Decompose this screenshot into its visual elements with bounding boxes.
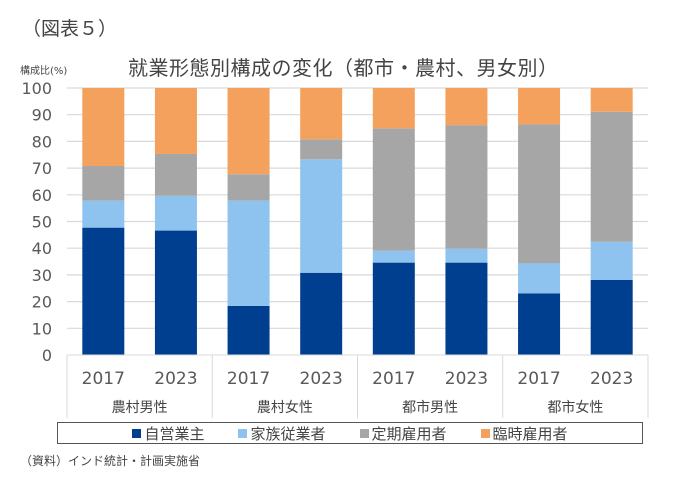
bar-segment [227, 88, 270, 175]
legend-label: 家族従業者 [250, 424, 326, 443]
bar-segment [300, 139, 343, 160]
bar-segment [227, 200, 270, 306]
legend-item-self-employed: 自営業主 [132, 423, 204, 444]
legend-swatch [132, 428, 142, 438]
y-tick-label: 0 [42, 346, 52, 365]
legend-item-casual-worker: 臨時雇用者 [480, 423, 568, 444]
legend-label: 臨時雇用者 [492, 424, 568, 443]
x-axis: 2017 2023 2017 2023 2017 2023 2017 2023 農村男性 農村女性… [66, 354, 649, 418]
legend-swatch [238, 428, 248, 438]
x-tick-label: 2023 [300, 369, 343, 389]
y-tick-label: 70 [32, 159, 52, 178]
x-tick-label: 2023 [445, 369, 488, 389]
y-tick-label: 90 [32, 106, 52, 125]
bar-segment [82, 88, 125, 166]
y-tick-label: 30 [32, 266, 52, 285]
y-tick-labels: 0 10 20 30 40 50 60 70 80 90 100 [21, 79, 52, 365]
bar-segment [154, 195, 197, 231]
figure-label: （図表５） [22, 18, 118, 40]
bar-segment [154, 88, 197, 154]
y-tick-label: 100 [21, 79, 52, 98]
bar-segment [82, 165, 125, 201]
legend-label: 定期雇用者 [371, 424, 447, 443]
legend-item-family-worker: 家族従業者 [238, 423, 326, 444]
legend-item-regular-employee: 定期雇用者 [359, 423, 447, 444]
x-tick-label: 2017 [372, 369, 415, 389]
bar-segment [590, 241, 633, 280]
legend-swatch [480, 428, 490, 438]
bar-segment [154, 230, 197, 355]
bar-segment [518, 263, 561, 294]
bar-segment [445, 125, 488, 249]
bars [82, 88, 633, 355]
y-tick-label: 20 [32, 293, 52, 312]
y-tick-label: 60 [32, 186, 52, 205]
y-tick-label: 50 [32, 213, 52, 232]
bar-segment [590, 111, 633, 242]
bar-segment [227, 305, 270, 355]
x-group-label: 農村女性 [257, 399, 313, 416]
bar-segment [300, 159, 343, 273]
x-tick-label: 2017 [517, 369, 560, 389]
y-tick-label: 40 [32, 239, 52, 258]
bar-segment [300, 88, 343, 140]
chart-title: 就業形態別構成の変化（都市・農村、男女別） [128, 56, 559, 80]
bar-segment [445, 248, 488, 263]
bar-segment [445, 88, 488, 126]
bar-segment [445, 262, 488, 355]
bar-segment [154, 153, 197, 196]
x-tick-label: 2017 [227, 369, 270, 389]
bar-segment [227, 174, 270, 201]
y-tick-label: 80 [32, 132, 52, 151]
legend-swatch [359, 428, 369, 438]
x-group-label: 都市女性 [547, 399, 603, 416]
x-tick-label: 2023 [154, 369, 197, 389]
bar-segment [300, 272, 343, 355]
bar-segment [518, 88, 561, 125]
bar-segment [372, 250, 415, 263]
x-tick-label: 2017 [82, 369, 125, 389]
x-tick-label: 2023 [590, 369, 633, 389]
x-group-label: 農村男性 [112, 400, 168, 416]
source-note: （資料）インド統計・計画実施省 [20, 454, 201, 468]
bar-segment [82, 200, 125, 228]
bar-segment [518, 124, 561, 264]
bar-segment [518, 293, 561, 355]
bar-segment [372, 128, 415, 251]
gridlines [67, 87, 648, 329]
bar-segment [590, 279, 633, 355]
legend-label: 自営業主 [144, 424, 205, 443]
y-tick-label: 10 [32, 319, 52, 338]
x-group-label: 都市男性 [402, 399, 458, 416]
bar-segment [372, 88, 415, 129]
legend: 自営業主 家族従業者 定期雇用者 臨時雇用者 [57, 422, 643, 444]
bar-segment [372, 262, 415, 355]
bar-segment [82, 227, 125, 355]
y-axis-label: 構成比(%) [20, 66, 68, 77]
bar-segment [590, 88, 633, 112]
